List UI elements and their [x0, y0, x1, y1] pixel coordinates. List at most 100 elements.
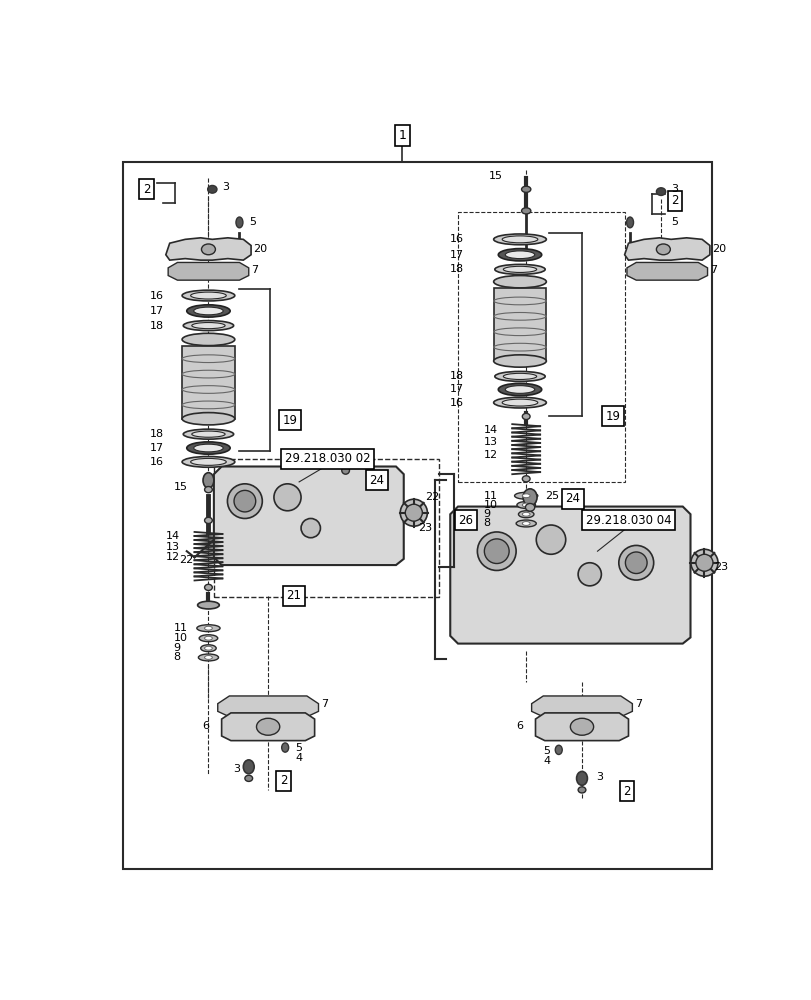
Text: 8: 8 — [483, 518, 490, 528]
Ellipse shape — [227, 484, 262, 518]
Ellipse shape — [483, 539, 508, 564]
Ellipse shape — [555, 745, 561, 754]
Polygon shape — [626, 262, 706, 280]
Ellipse shape — [204, 646, 212, 650]
Text: 15: 15 — [174, 482, 187, 492]
Ellipse shape — [521, 522, 530, 525]
Ellipse shape — [525, 503, 534, 511]
Ellipse shape — [516, 520, 535, 527]
Ellipse shape — [201, 244, 215, 255]
Ellipse shape — [569, 718, 593, 735]
Ellipse shape — [504, 251, 534, 259]
Text: 7: 7 — [634, 699, 641, 709]
Text: 18: 18 — [449, 371, 464, 381]
Text: 5: 5 — [671, 217, 677, 227]
Ellipse shape — [498, 383, 541, 396]
Ellipse shape — [405, 504, 422, 521]
Ellipse shape — [494, 371, 544, 381]
Text: 3: 3 — [671, 184, 677, 194]
Ellipse shape — [199, 635, 217, 642]
Ellipse shape — [182, 333, 234, 346]
Ellipse shape — [341, 466, 349, 474]
Text: 20: 20 — [711, 244, 725, 254]
Ellipse shape — [626, 217, 633, 228]
Ellipse shape — [204, 487, 212, 493]
Ellipse shape — [517, 511, 534, 518]
Polygon shape — [213, 466, 403, 565]
Polygon shape — [217, 696, 318, 717]
Text: 9: 9 — [174, 643, 181, 653]
Ellipse shape — [187, 305, 230, 317]
Text: 24: 24 — [564, 492, 580, 505]
Ellipse shape — [503, 266, 536, 272]
Ellipse shape — [204, 517, 212, 523]
Polygon shape — [624, 238, 709, 260]
Text: 8: 8 — [174, 652, 181, 662]
Text: 11: 11 — [483, 491, 497, 501]
Text: 13: 13 — [165, 542, 179, 552]
Ellipse shape — [236, 217, 242, 228]
Bar — [457, 212, 624, 482]
Text: 25: 25 — [545, 491, 559, 501]
Ellipse shape — [256, 718, 280, 735]
Bar — [213, 459, 438, 597]
Text: 23: 23 — [713, 562, 727, 572]
Ellipse shape — [498, 249, 541, 261]
Ellipse shape — [655, 188, 665, 195]
Ellipse shape — [477, 532, 516, 570]
Text: 17: 17 — [449, 250, 464, 260]
Ellipse shape — [183, 321, 234, 331]
Text: 6: 6 — [516, 721, 522, 731]
Text: 9: 9 — [483, 509, 490, 519]
Ellipse shape — [400, 499, 427, 526]
Polygon shape — [449, 507, 689, 644]
Ellipse shape — [183, 429, 234, 439]
Text: 1: 1 — [397, 129, 406, 142]
Text: 21: 21 — [285, 589, 301, 602]
Ellipse shape — [187, 442, 230, 454]
Text: 2: 2 — [280, 774, 287, 787]
Text: 16: 16 — [150, 291, 164, 301]
Text: 14: 14 — [165, 531, 180, 541]
Ellipse shape — [501, 399, 537, 406]
Polygon shape — [221, 713, 314, 741]
Text: 3: 3 — [233, 764, 240, 774]
Ellipse shape — [194, 444, 223, 452]
Text: 29.218.030 02: 29.218.030 02 — [285, 452, 370, 465]
Text: 3: 3 — [222, 182, 230, 192]
Ellipse shape — [503, 373, 536, 379]
Text: 18: 18 — [150, 429, 165, 439]
Ellipse shape — [576, 771, 586, 785]
Text: 15: 15 — [488, 171, 502, 181]
Ellipse shape — [200, 645, 216, 652]
Ellipse shape — [493, 276, 546, 288]
Ellipse shape — [243, 760, 254, 774]
Text: 23: 23 — [417, 523, 431, 533]
Ellipse shape — [194, 307, 223, 315]
Text: 3: 3 — [595, 772, 603, 782]
Ellipse shape — [494, 264, 544, 274]
Polygon shape — [168, 262, 248, 280]
Ellipse shape — [501, 236, 537, 243]
Polygon shape — [165, 238, 251, 260]
Ellipse shape — [618, 545, 653, 580]
Ellipse shape — [521, 494, 530, 498]
Text: 20: 20 — [253, 244, 267, 254]
Text: 18: 18 — [150, 321, 165, 331]
Ellipse shape — [522, 489, 536, 506]
Text: 11: 11 — [174, 623, 187, 633]
Text: 2: 2 — [622, 785, 630, 798]
Ellipse shape — [521, 413, 530, 420]
Bar — [182, 346, 234, 419]
Polygon shape — [534, 713, 628, 741]
Ellipse shape — [234, 490, 255, 512]
Text: 5: 5 — [248, 217, 255, 227]
Text: 18: 18 — [449, 264, 464, 274]
Ellipse shape — [182, 413, 234, 425]
Text: 17: 17 — [150, 306, 165, 316]
Text: 24: 24 — [369, 474, 384, 487]
Text: 13: 13 — [483, 437, 497, 447]
Ellipse shape — [208, 185, 217, 193]
Text: 17: 17 — [150, 443, 165, 453]
Ellipse shape — [301, 518, 320, 538]
